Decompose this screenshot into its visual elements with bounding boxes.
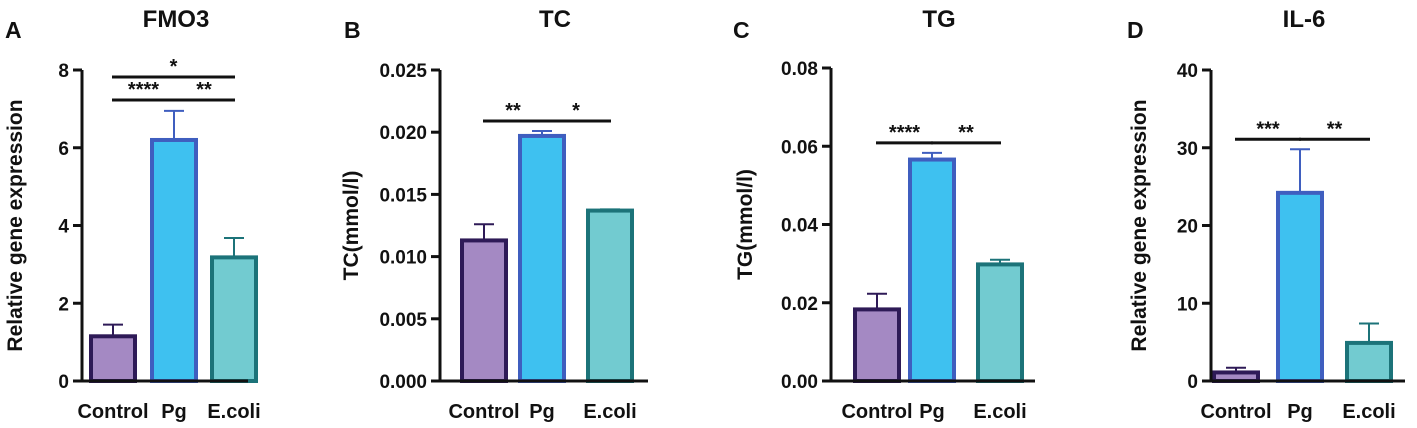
significance-label: * [572,100,580,122]
bar-pg [908,157,956,383]
x-tick-label: Control [77,401,148,423]
significance-label: ** [505,100,521,122]
y-tick-label: 0 [58,372,69,393]
x-tick-label: Control [448,401,519,423]
y-tick-label: 0.02 [781,294,818,315]
y-tick-label: 0.020 [379,123,427,144]
bar-control [853,307,901,383]
y-axis-label: Relative gene expression [1128,99,1151,351]
y-tick-label: 2 [58,294,69,315]
x-tick-label: E.coli [207,401,260,423]
y-tick-label: 0 [1187,372,1198,393]
x-tick-label: Control [841,401,912,423]
y-tick-label: 0.005 [379,310,427,331]
bar-ecoli [586,208,634,383]
y-tick-label: 0.08 [781,59,818,80]
chart-title: TC [539,6,571,33]
significance-label: * [170,56,178,78]
y-tick-label: 0.025 [379,61,427,82]
significance-label: *** [1256,118,1280,140]
y-tick-label: 0.04 [781,216,818,237]
y-axis-label: Relative gene expression [4,99,27,351]
chart-panel-b: B TC TC(mmol/l) Control Pg E.coli 0.000 0.005 0.… [340,6,648,423]
bar-pg [150,137,198,383]
significance-label: ** [1327,118,1343,140]
y-tick-label: 8 [58,61,69,82]
panel-letter: C [733,17,750,43]
y-axis-label: TC(mmol/l) [340,171,363,281]
y-tick-label: 0.010 [379,248,427,269]
chart-panel-d: D IL-6 Relative gene expression Control Pg E.… [1127,6,1405,423]
chart-title: FMO3 [143,6,210,33]
x-tick-label: Pg [161,401,187,423]
y-tick-label: 6 [58,139,69,160]
x-tick-label: E.coli [973,401,1026,423]
y-tick-label: 0.000 [379,372,427,393]
y-tick-label: 30 [1177,139,1198,160]
y-tick-label: 0.00 [781,372,818,393]
chart-panel-a: A FMO3 Relative gene expression Control Pg E.… [4,6,261,423]
significance-label: ** [958,122,974,144]
significance-label: **** [889,122,920,144]
bar-pg [1276,190,1324,383]
x-tick-label: Control [1200,401,1271,423]
y-tick-label: 4 [58,217,69,238]
bar-control [89,334,137,384]
x-tick-label: E.coli [1342,401,1395,423]
panel-letter: D [1127,17,1144,43]
panel-letter: B [344,17,361,43]
x-tick-label: E.coli [583,401,636,423]
x-tick-label: Pg [919,401,945,423]
y-tick-label: 10 [1177,294,1198,315]
chart-title: TG [922,6,955,33]
chart-title: IL-6 [1283,6,1326,33]
y-tick-label: 0.06 [781,137,818,158]
significance-label: ** [196,79,212,101]
x-tick-label: Pg [529,401,555,423]
y-tick-label: 20 [1177,217,1198,238]
bar-ecoli [210,255,258,383]
bar-ecoli [1345,340,1393,383]
bar-pg [518,133,566,383]
x-tick-label: Pg [1287,401,1313,423]
y-tick-label: 0.015 [379,185,427,206]
panel-letter: A [5,17,22,43]
significance-label: **** [128,79,159,101]
y-axis-label: TG(mmol/l) [734,169,757,280]
y-tick-label: 40 [1177,61,1198,82]
bar-ecoli [976,262,1024,383]
bar-control [460,238,508,383]
chart-panel-c: C TG TG(mmol/l) Control Pg E.coli 0.00 0.02 0.04… [733,6,1035,423]
